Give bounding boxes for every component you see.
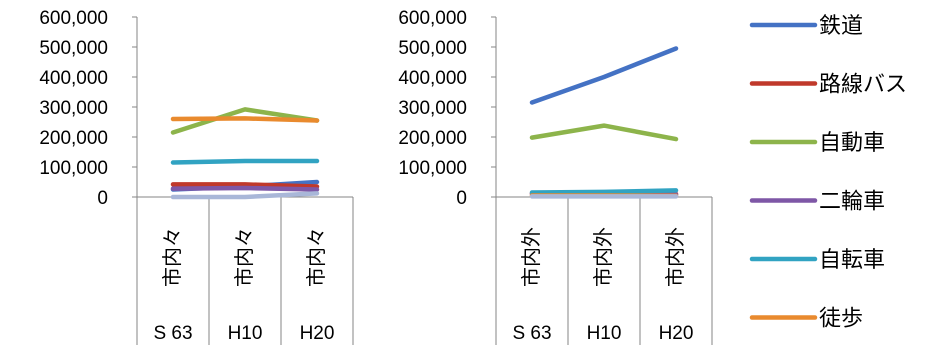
y-tick-label: 600,000 (398, 8, 467, 29)
y-tick-label: 300,000 (39, 98, 108, 119)
x-group-label: S 63 (512, 323, 551, 344)
y-tick-label: 500,000 (398, 38, 467, 59)
x-group-label: H10 (587, 323, 622, 344)
y-tick-label: 0 (456, 188, 467, 209)
legend-label-5: 徒歩 (819, 306, 863, 331)
series-line-0 (532, 49, 676, 103)
legend-label-0: 鉄道 (819, 13, 863, 38)
x-category-label: 市内々 (233, 227, 256, 287)
y-tick-label: 500,000 (39, 38, 108, 59)
y-tick-label: 400,000 (39, 68, 108, 89)
y-tick-label: 200,000 (398, 128, 467, 149)
x-category-label: 市内外 (520, 227, 543, 287)
x-category-label: 市内々 (305, 227, 328, 287)
legend-label-1: 路線バス (819, 72, 907, 97)
series-line-6 (173, 193, 317, 197)
series-line-2 (532, 126, 676, 140)
legend-label-3: 二輪車 (819, 189, 885, 214)
series-line-3 (173, 188, 317, 190)
x-category-label: 市内々 (161, 227, 184, 287)
series-line-4 (173, 161, 317, 163)
series-line-5 (173, 118, 317, 120)
x-group-label: H20 (300, 323, 335, 344)
x-category-label: 市内外 (592, 227, 615, 287)
y-tick-label: 600,000 (39, 8, 108, 29)
y-tick-label: 100,000 (39, 158, 108, 179)
x-group-label: H10 (228, 323, 263, 344)
y-tick-label: 0 (97, 188, 108, 209)
legend-label-4: 自転車 (819, 247, 885, 272)
x-category-label: 市内外 (664, 227, 687, 287)
y-tick-label: 300,000 (398, 98, 467, 119)
y-tick-label: 100,000 (398, 158, 467, 179)
x-group-label: H20 (659, 323, 694, 344)
series-line-4 (532, 190, 676, 192)
legend-label-2: 自動車 (819, 130, 885, 155)
y-tick-label: 400,000 (398, 68, 467, 89)
x-group-label: S 63 (153, 323, 192, 344)
y-tick-label: 200,000 (39, 128, 108, 149)
